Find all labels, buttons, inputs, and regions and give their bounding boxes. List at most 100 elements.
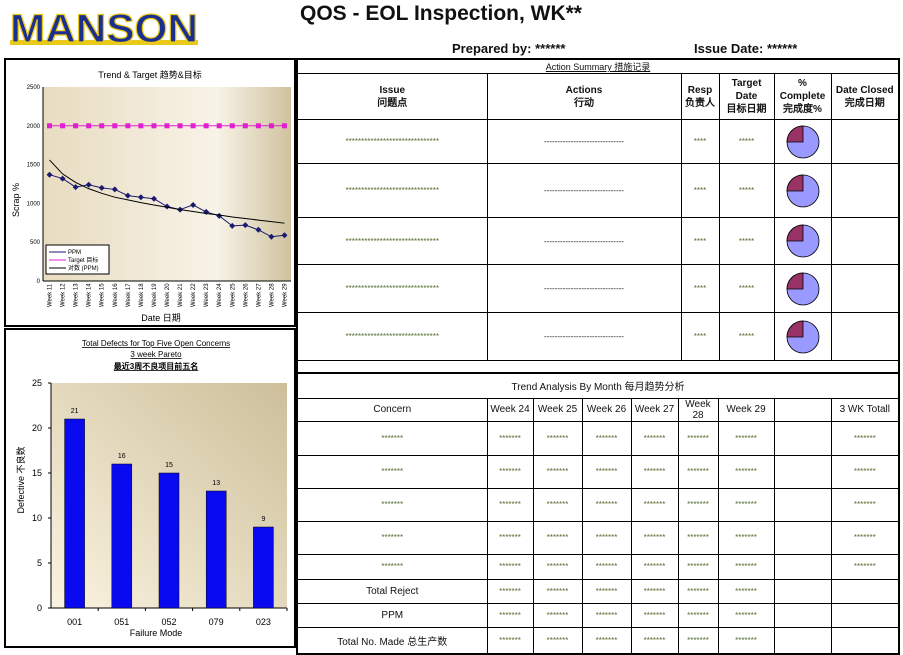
target-point (164, 123, 170, 129)
y-axis-label: Scrap % (11, 183, 21, 217)
cell-value: ******* (581, 602, 632, 628)
cell-closed (830, 217, 900, 265)
cell-value: ******* (486, 420, 534, 456)
ppm-point (242, 222, 249, 229)
x-tick-label: Week 24 (217, 283, 223, 307)
column-header: Week 28 (677, 397, 719, 422)
cell-action: ------------------------------ (486, 312, 682, 361)
cell-closed (830, 312, 900, 361)
cell-concern: Total Reject (296, 578, 488, 604)
manson-logo: MANSON (8, 6, 200, 50)
target-point (281, 123, 287, 129)
header-line: Resp (687, 84, 713, 96)
trend-header-row: Concern Week 24 Week 25 Week 26 Week 27 Week … (296, 397, 900, 422)
cell-action: ------------------------------ (486, 163, 682, 218)
header-line: Date Closed (835, 84, 894, 96)
cell-value: ******* (581, 578, 632, 604)
cell-date: ***** (718, 217, 775, 265)
x-tick-label: Week 13 (74, 283, 80, 307)
column-header: % Complete 完成度% (773, 73, 832, 120)
ppm-point (268, 233, 275, 240)
spacer-cell (296, 360, 900, 373)
legend-label: Target 目标 (68, 256, 98, 264)
cell-issue: ****************************** (296, 217, 488, 265)
x-axis-label: Failure Mode (130, 628, 183, 638)
target-point (60, 123, 66, 129)
action-row: ****************************** ----------… (296, 264, 900, 313)
cell-value: ******* (630, 420, 679, 456)
cell-value: ******* (581, 454, 632, 489)
cell-value (773, 602, 832, 628)
cell-complete (773, 312, 832, 361)
pie-done (786, 320, 803, 337)
pie-complete-icon (786, 320, 819, 353)
cell-value: ******* (581, 626, 632, 655)
cell-value: ******* (830, 520, 900, 555)
cell-action: ------------------------------ (486, 264, 682, 313)
header-line: Actions (565, 84, 603, 96)
y-tick-label: 25 (32, 378, 42, 388)
header-line: 完成日期 (844, 97, 885, 109)
cell-value: ******* (630, 454, 679, 489)
chart-subtitle: 3 week Pareto (130, 350, 182, 359)
x-tick-label: Week 20 (165, 283, 171, 307)
column-header (773, 397, 832, 422)
cell-value: ******* (486, 553, 534, 580)
y-tick-label: 0 (37, 279, 41, 285)
cell-concern: ******* (296, 454, 488, 489)
target-point (125, 123, 131, 129)
y-tick-label: 1500 (27, 163, 41, 169)
cell-value (773, 626, 832, 655)
pie-complete-icon (786, 174, 819, 207)
ppm-point (111, 186, 118, 193)
ppm-point (137, 194, 144, 201)
header-line: % (798, 78, 807, 89)
x-tick-label: Week 21 (178, 283, 184, 307)
cell-value: ******* (486, 454, 534, 489)
ppm-point (98, 184, 105, 191)
cell-value: ******* (717, 420, 775, 456)
column-header: Concern (296, 397, 488, 422)
bar-data-label: 9 (261, 516, 265, 523)
cell-value: ******* (830, 487, 900, 522)
cell-concern: ******* (296, 520, 488, 555)
column-header: Target Date 目标日期 (718, 73, 775, 120)
column-header: Resp 负责人 (680, 73, 720, 120)
cell-value: ******* (717, 454, 775, 489)
ppm-point (85, 181, 92, 188)
x-tick-label: Week 23 (204, 283, 210, 307)
target-point (190, 123, 196, 129)
cell-value: ******* (532, 626, 583, 655)
page-title: QOS - EOL Inspection, WK** (300, 2, 582, 25)
cell-value: ******* (532, 454, 583, 489)
chart-title: Total Defects for Top Five Open Concerns (82, 339, 230, 348)
cell-value: ******* (486, 602, 534, 628)
target-point (47, 123, 53, 129)
pareto-chart-panel: Total Defects for Top Five Open Concerns… (4, 328, 296, 648)
y-tick-label: 15 (32, 468, 42, 478)
cell-closed (830, 119, 900, 164)
column-header: Week 29 (717, 397, 775, 422)
bar-data-label: 13 (212, 480, 220, 487)
target-point (216, 123, 222, 129)
cell-value: ******* (830, 420, 900, 456)
cell-value: ******* (532, 602, 583, 628)
target-point (73, 123, 79, 129)
cell-resp: **** (680, 312, 720, 361)
chart-subtitle-cn: 最近3周不良项目前五名 (114, 361, 198, 371)
cell-value (773, 578, 832, 604)
cell-closed (830, 264, 900, 313)
action-row: ****************************** ----------… (296, 312, 900, 361)
trend-row: ******* ******* ******* ******* ******* *****… (296, 520, 900, 555)
cell-date: ***** (718, 163, 775, 218)
column-header: Week 24 (486, 397, 534, 422)
cell-resp: **** (680, 119, 720, 164)
cell-value: ******* (532, 487, 583, 522)
cell-value: ******* (486, 487, 534, 522)
x-tick-label: Week 25 (230, 283, 236, 307)
x-tick-label: Week 15 (100, 283, 106, 307)
bar-051 (111, 463, 133, 609)
x-tick-label: Week 29 (282, 283, 288, 307)
cell-resp: **** (680, 217, 720, 265)
